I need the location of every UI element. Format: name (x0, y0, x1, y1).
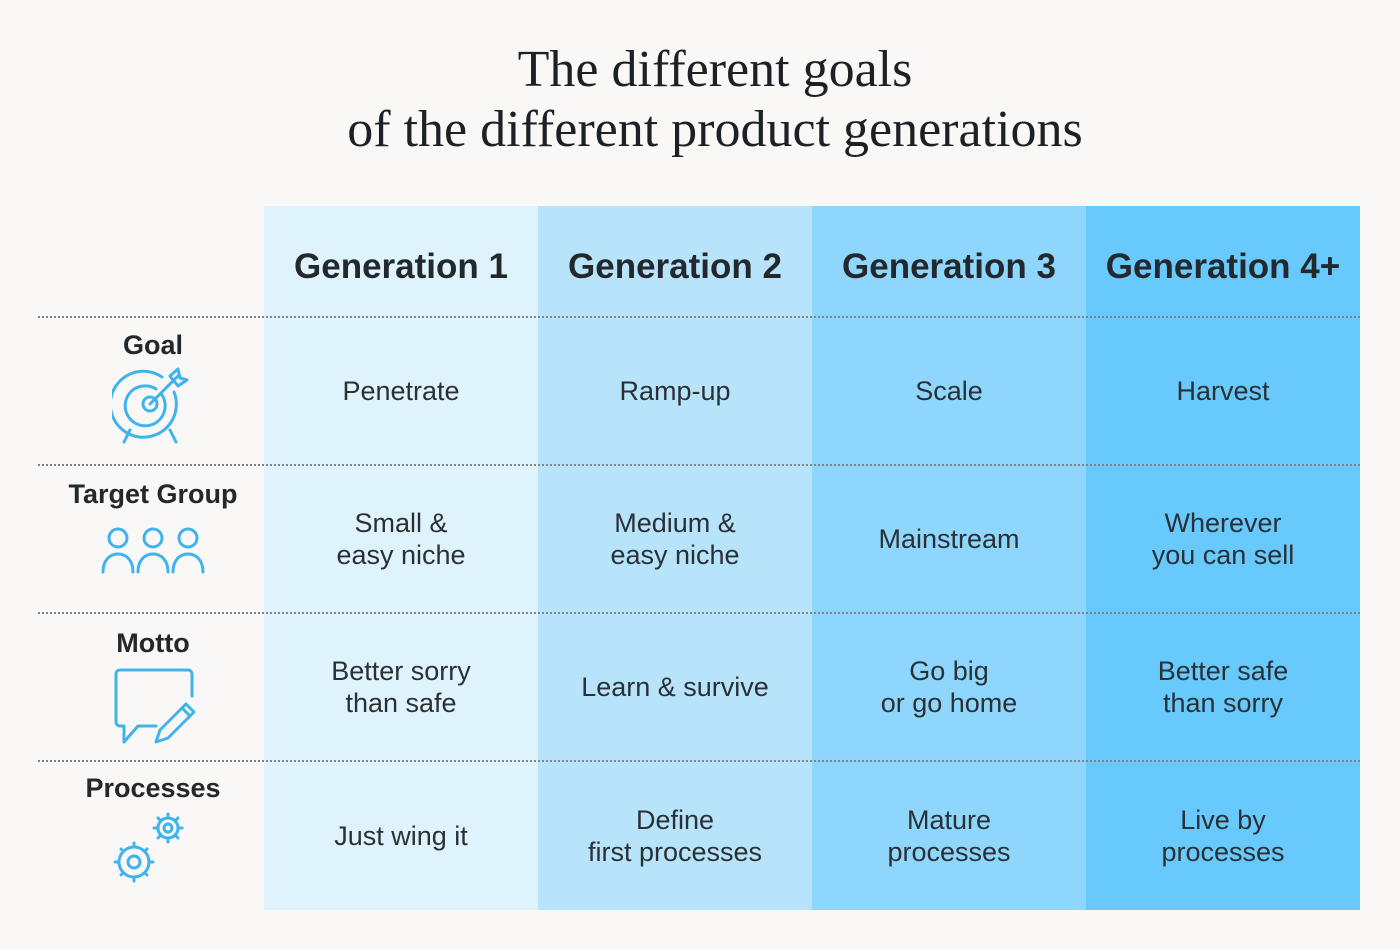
infographic-title: The different goals of the different pro… (0, 40, 1400, 160)
column-generation-4 (1086, 206, 1360, 910)
cell-text: Penetrate (342, 376, 460, 406)
title-line-1: The different goals (517, 41, 913, 98)
cell-motto-generation-2: Learn & survive (538, 614, 812, 760)
cell-text: Scale (915, 376, 983, 406)
cell-text: easy niche (610, 540, 740, 570)
target-icon (112, 367, 189, 444)
row-divider (38, 760, 1360, 762)
row-divider (38, 612, 1360, 614)
cell-text: processes (1161, 837, 1285, 867)
cell-text: Medium & (614, 508, 736, 538)
cell-text: Mature (906, 805, 992, 835)
cell-target-group-generation-4: Wherever you can sell (1086, 466, 1360, 612)
row-divider (38, 464, 1360, 466)
cell-text: Go big (909, 656, 989, 686)
people-group-icon (101, 527, 205, 574)
cell-processes-generation-2: Define first processes (538, 762, 812, 910)
cell-target-group-generation-2: Medium & easy niche (538, 466, 812, 612)
title-line-2: of the different product generations (347, 101, 1083, 158)
cell-processes-generation-4: Live by processes (1086, 762, 1360, 910)
cell-text: processes (887, 837, 1011, 867)
cell-processes-generation-1: Just wing it (264, 762, 538, 910)
cell-goal-generation-2: Ramp-up (538, 318, 812, 464)
cell-text: Harvest (1176, 376, 1270, 406)
header-generation-4: Generation 4+ (1105, 247, 1341, 286)
row-label-processes: Processes (85, 773, 221, 803)
cell-text: than safe (345, 688, 457, 718)
header-generation-1: Generation 1 (294, 247, 508, 286)
cell-text: Just wing it (334, 821, 468, 851)
cell-text: Define (635, 805, 715, 835)
column-generation-3 (812, 206, 1086, 910)
cell-text: Better safe (1157, 656, 1289, 686)
gears-icon (113, 812, 184, 883)
column-generation-2 (538, 206, 812, 910)
cell-text: Ramp-up (619, 376, 731, 406)
cell-text: Small & (354, 508, 448, 538)
cell-motto-generation-3: Go big or go home (812, 614, 1086, 760)
cell-text: Wherever (1164, 508, 1282, 538)
row-label-goal: Goal (122, 330, 183, 360)
row-label-motto: Motto (116, 628, 190, 658)
column-generation-1 (264, 206, 538, 910)
cell-text: Live by (1180, 805, 1266, 835)
cell-text: than sorry (1162, 688, 1284, 718)
cell-target-group-generation-1: Small & easy niche (264, 466, 538, 612)
cell-text: easy niche (336, 540, 466, 570)
header-generation-3: Generation 3 (842, 247, 1056, 286)
cell-text: Mainstream (878, 524, 1020, 554)
cell-target-group-generation-3: Mainstream (812, 466, 1086, 612)
cell-goal-generation-4: Harvest (1086, 318, 1360, 464)
cell-processes-generation-3: Mature processes (812, 762, 1086, 910)
cell-motto-generation-1: Better sorry than safe (264, 614, 538, 760)
cell-text: first processes (587, 837, 763, 867)
cell-motto-generation-4: Better safe than sorry (1086, 614, 1360, 760)
cell-goal-generation-1: Penetrate (264, 318, 538, 464)
note-pencil-icon (114, 668, 196, 744)
cell-text: or go home (880, 688, 1018, 718)
cell-text: Learn & survive (581, 672, 769, 702)
cell-text: Better sorry (331, 656, 471, 686)
header-generation-2: Generation 2 (568, 247, 782, 286)
cell-text: you can sell (1151, 540, 1295, 570)
row-label-target-group: Target Group (68, 479, 238, 509)
row-divider (38, 316, 1360, 318)
cell-goal-generation-3: Scale (812, 318, 1086, 464)
